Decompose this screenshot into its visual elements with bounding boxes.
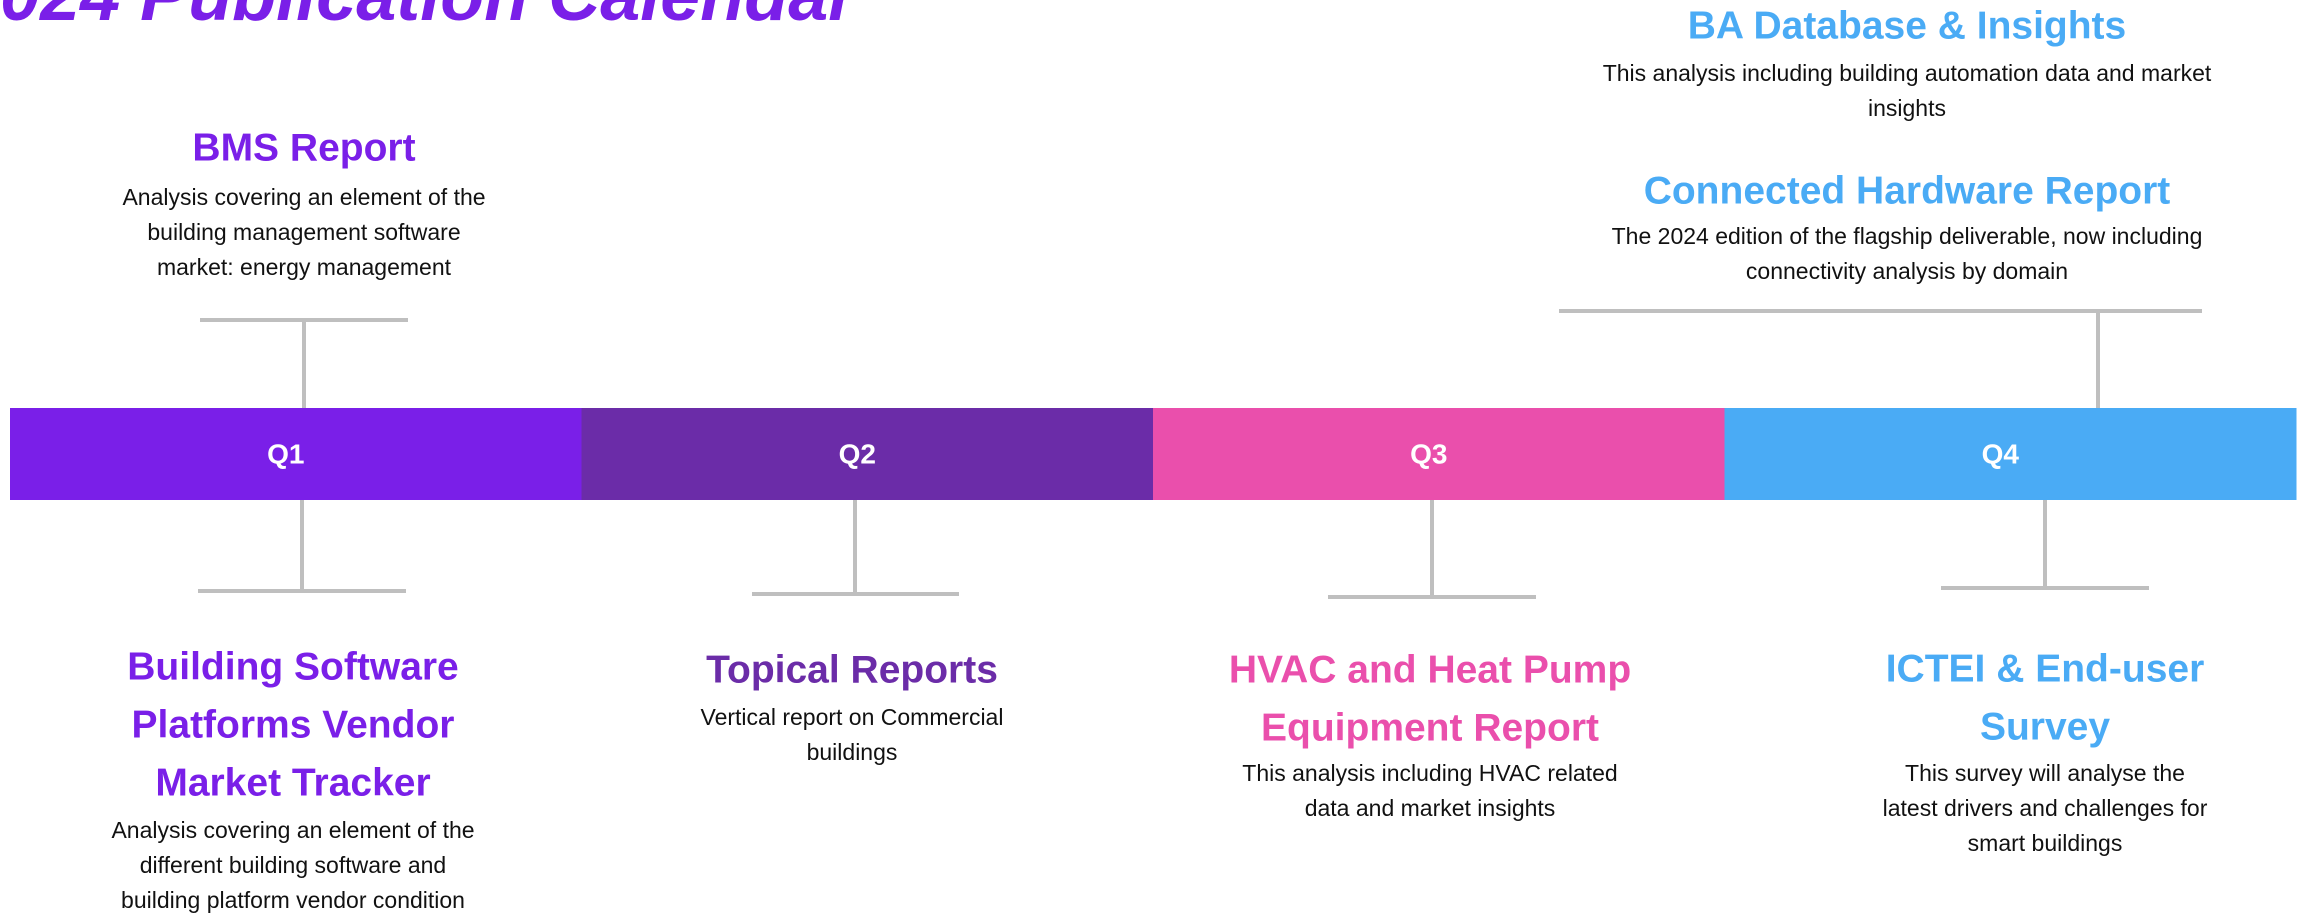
item-description: This survey will analyse the: [1905, 760, 2185, 786]
quarter-segment: [10, 408, 582, 500]
connectors: [198, 309, 2202, 599]
quarter-segment: [581, 408, 1154, 500]
item-description: connectivity analysis by domain: [1746, 258, 2068, 284]
quarter-label: Q2: [839, 439, 876, 470]
items: BMS Report Analysis covering an element o…: [111, 5, 2211, 914]
item-description: This analysis including HVAC related: [1242, 760, 1617, 786]
item-description: Analysis covering an element of the: [111, 817, 474, 843]
item-description: buildings: [807, 739, 898, 765]
item-title: Market Tracker: [155, 762, 430, 805]
item-description: building management software: [147, 219, 460, 245]
item-title: Building Software: [127, 646, 459, 689]
quarter-segment: [1153, 408, 1725, 500]
item-title: BA Database & Insights: [1688, 5, 2126, 48]
item-title: Connected Hardware Report: [1644, 170, 2171, 213]
item-description: smart buildings: [1968, 830, 2123, 856]
quarter-label: Q4: [1982, 439, 2020, 470]
item-description: insights: [1868, 95, 1946, 121]
item-description: market: energy management: [157, 254, 452, 280]
item-description: Analysis covering an element of the: [122, 184, 485, 210]
page-title: 2024 Publication Calendar: [0, 0, 860, 36]
item-title: Topical Reports: [706, 649, 998, 692]
item-description: Vertical report on Commercial: [701, 704, 1004, 730]
quarter-label: Q1: [267, 439, 304, 470]
item-title: HVAC and Heat Pump: [1229, 649, 1631, 692]
item-title: BMS Report: [192, 127, 415, 170]
item-title: Platforms Vendor: [132, 704, 455, 747]
item-description: data and market insights: [1305, 795, 1556, 821]
item-description: This analysis including building automat…: [1603, 60, 2212, 86]
item-description: different building software and: [140, 852, 446, 878]
item-description: latest drivers and challenges for: [1883, 795, 2208, 821]
quarter-segment: [1724, 408, 2297, 500]
timeline-bar: Q1 Q2 Q3 Q4: [10, 408, 2297, 500]
quarter-label: Q3: [1410, 439, 1447, 470]
item-title: ICTEI & End-user: [1886, 648, 2205, 691]
item-description: The 2024 edition of the flagship deliver…: [1612, 223, 2203, 249]
item-title: Equipment Report: [1261, 707, 1599, 750]
item-description: building platform vendor condition: [121, 887, 465, 913]
item-title: Survey: [1980, 706, 2110, 749]
